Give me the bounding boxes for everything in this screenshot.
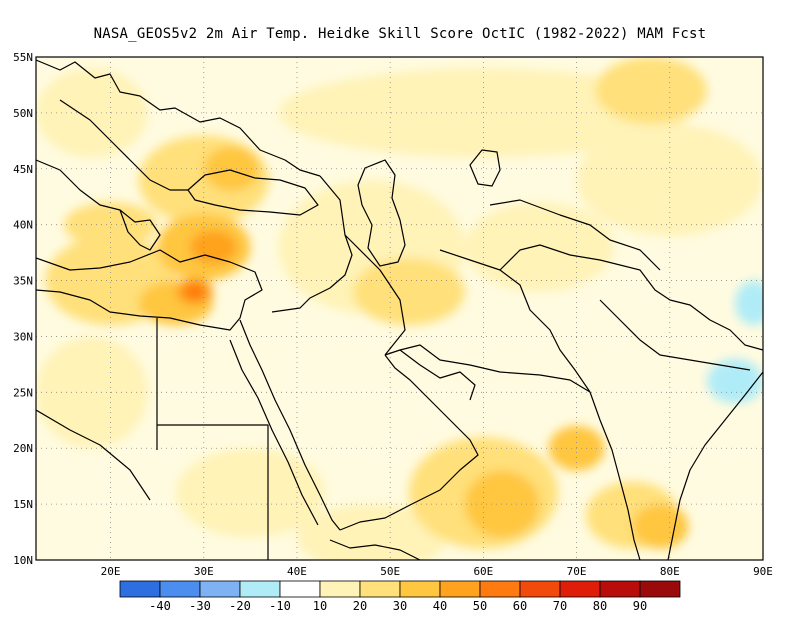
colorbar-label: 60 bbox=[513, 599, 527, 613]
graticule bbox=[36, 57, 763, 560]
colorbar-swatch bbox=[559, 580, 601, 598]
skill-region bbox=[63, 202, 158, 248]
lat-tick-label: 25N bbox=[13, 386, 33, 399]
lon-tick-label: 20E bbox=[101, 565, 121, 578]
skill-region bbox=[576, 124, 763, 236]
skill-region bbox=[175, 448, 325, 538]
colorbar-swatch bbox=[599, 580, 641, 598]
lon-tick-label: 40E bbox=[287, 565, 307, 578]
india-coast bbox=[589, 391, 641, 560]
colorbar-label: 50 bbox=[473, 599, 487, 613]
colorbar-label: -20 bbox=[229, 599, 251, 613]
india-coast bbox=[667, 371, 763, 560]
colorbar: -40 -30 -20 -10 10 20 30 40 50 60 70 80 90 bbox=[119, 580, 681, 613]
border bbox=[489, 199, 661, 271]
longitude-tick-labels: 20E 30E 40E 50E 60E 70E 80E 90E bbox=[101, 565, 773, 578]
red-sea-coast bbox=[239, 319, 341, 531]
colorbar-label: 30 bbox=[393, 599, 407, 613]
black-sea-coast bbox=[187, 169, 319, 216]
border bbox=[36, 318, 269, 560]
lon-tick-label: 70E bbox=[567, 565, 587, 578]
border bbox=[499, 244, 763, 351]
border bbox=[271, 175, 353, 313]
red-sea-coast bbox=[229, 339, 319, 526]
skill-region bbox=[735, 280, 763, 326]
colorbar-label: -10 bbox=[269, 599, 291, 613]
colorbar-swatch bbox=[159, 580, 201, 598]
lat-tick-label: 40N bbox=[13, 219, 33, 232]
lat-tick-label: 50N bbox=[13, 107, 33, 120]
skill-region bbox=[464, 202, 614, 292]
skill-region bbox=[352, 258, 465, 326]
skill-region bbox=[296, 504, 447, 560]
colorbar-swatch bbox=[479, 580, 521, 598]
colorbar-swatch bbox=[199, 580, 241, 598]
aral-sea-coast bbox=[469, 149, 501, 187]
lat-tick-label: 55N bbox=[13, 51, 33, 64]
iran-coast bbox=[399, 344, 591, 393]
skill-shading bbox=[36, 57, 763, 560]
greece-coast bbox=[119, 209, 161, 251]
skill-region bbox=[632, 504, 689, 549]
colorbar-swatch bbox=[319, 580, 361, 598]
coastline bbox=[36, 59, 321, 177]
colorbar-label: -30 bbox=[189, 599, 211, 613]
lat-tick-label: 15N bbox=[13, 498, 33, 511]
skill-region bbox=[595, 57, 708, 125]
colorbar-swatch bbox=[399, 580, 441, 598]
skill-region bbox=[189, 230, 237, 264]
latitude-tick-labels: 55N 50N 45N 40N 35N 30N 25N 20N 15N 10N bbox=[13, 51, 33, 567]
lon-tick-label: 90E bbox=[753, 565, 773, 578]
lon-tick-label: 80E bbox=[660, 565, 680, 578]
coastlines-and-borders bbox=[36, 59, 763, 560]
border bbox=[344, 234, 406, 356]
lat-tick-label: 35N bbox=[13, 275, 33, 288]
lat-tick-label: 20N bbox=[13, 442, 33, 455]
colorbar-label: 10 bbox=[313, 599, 327, 613]
lat-tick-label: 30N bbox=[13, 330, 33, 343]
colorbar-label: 70 bbox=[553, 599, 567, 613]
colorbar-swatch bbox=[119, 580, 161, 598]
colorbar-label: 90 bbox=[633, 599, 647, 613]
colorbar-label: 40 bbox=[433, 599, 447, 613]
skill-region bbox=[707, 358, 763, 404]
colorbar-swatch bbox=[359, 580, 401, 598]
caspian-coast bbox=[357, 159, 406, 267]
colorbar-label: -40 bbox=[149, 599, 171, 613]
map-area bbox=[36, 57, 763, 560]
border bbox=[59, 99, 188, 191]
africa-coast bbox=[329, 539, 421, 560]
mediterranean-coast bbox=[36, 249, 263, 331]
colorbar-label: 20 bbox=[353, 599, 367, 613]
colorbar-swatch bbox=[439, 580, 481, 598]
colorbar-swatch bbox=[639, 580, 681, 598]
border bbox=[599, 299, 751, 371]
colorbar-swatch bbox=[239, 580, 281, 598]
colorbar-label: 80 bbox=[593, 599, 607, 613]
colorbar-swatch bbox=[519, 580, 561, 598]
chart-title: NASA_GEOS5v2 2m Air Temp. Heidke Skill S… bbox=[93, 26, 707, 42]
colorbar-swatch bbox=[279, 580, 321, 598]
lat-tick-label: 10N bbox=[13, 554, 33, 567]
skill-region bbox=[464, 470, 540, 538]
border bbox=[439, 249, 591, 393]
arabia-coast bbox=[339, 354, 479, 531]
border bbox=[36, 159, 121, 211]
lon-tick-label: 50E bbox=[380, 565, 400, 578]
skill-region bbox=[183, 282, 206, 301]
map-frame bbox=[35, 56, 764, 561]
lon-tick-label: 60E bbox=[473, 565, 493, 578]
lat-tick-label: 45N bbox=[13, 163, 33, 176]
lon-tick-label: 30E bbox=[194, 565, 214, 578]
